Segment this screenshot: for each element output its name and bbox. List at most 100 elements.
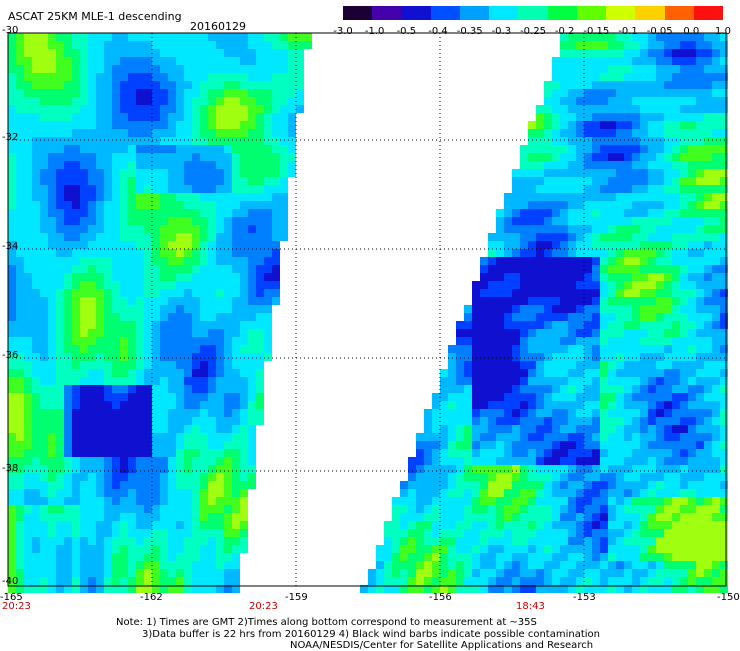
swath-cell xyxy=(720,585,728,593)
swath-cell xyxy=(32,369,40,377)
swath-cell xyxy=(528,233,536,241)
swath-cell xyxy=(616,257,624,265)
swath-cell xyxy=(640,561,648,569)
swath-cell xyxy=(96,561,104,569)
swath-cell xyxy=(544,233,552,241)
swath-cell xyxy=(520,521,528,529)
swath-cell xyxy=(488,529,496,537)
swath-cell xyxy=(664,345,672,353)
swath-cell xyxy=(160,489,168,497)
swath-cell xyxy=(24,561,32,569)
swath-cell xyxy=(64,217,72,225)
swath-cell xyxy=(488,481,496,489)
swath-cell xyxy=(88,337,96,345)
swath-cell xyxy=(608,193,616,201)
swath-cell xyxy=(640,225,648,233)
swath-cell xyxy=(272,33,280,41)
swath-cell xyxy=(232,417,240,425)
swath-cell xyxy=(688,241,696,249)
swath-cell xyxy=(96,521,104,529)
swath-cell xyxy=(656,457,664,465)
swath-cell xyxy=(72,313,80,321)
swath-cell xyxy=(568,273,576,281)
swath-cell xyxy=(80,321,88,329)
swath-cell xyxy=(544,585,552,593)
swath-cell xyxy=(208,369,216,377)
swath-cell xyxy=(584,345,592,353)
swath-cell xyxy=(224,217,232,225)
swath-cell xyxy=(256,209,264,217)
swath-cell xyxy=(632,169,640,177)
swath-cell xyxy=(672,41,680,49)
swath-cell xyxy=(176,569,184,577)
swath-cell xyxy=(688,217,696,225)
swath-cell xyxy=(632,113,640,121)
swath-cell xyxy=(624,305,632,313)
colorbar-tick-label: -0.3 xyxy=(491,26,512,37)
swath-cell xyxy=(136,337,144,345)
swath-cell xyxy=(632,153,640,161)
swath-cell xyxy=(8,369,16,377)
swath-cell xyxy=(240,369,248,377)
swath-cell xyxy=(72,57,80,65)
swath-cell xyxy=(536,177,544,185)
swath-cell xyxy=(528,449,536,457)
swath-cell xyxy=(456,513,464,521)
swath-cell xyxy=(720,265,728,273)
swath-cell xyxy=(720,217,728,225)
swath-cell xyxy=(608,489,616,497)
swath-cell xyxy=(520,281,528,289)
swath-cell xyxy=(440,441,448,449)
swath-cell xyxy=(200,417,208,425)
swath-cell xyxy=(72,257,80,265)
swath-cell xyxy=(632,377,640,385)
colorbar-swatch xyxy=(489,6,519,20)
swath-cell xyxy=(504,497,512,505)
swath-cell xyxy=(152,49,160,57)
swath-cell xyxy=(664,233,672,241)
swath-cell xyxy=(456,585,464,593)
swath-cell xyxy=(472,321,480,329)
swath-cell xyxy=(112,321,120,329)
swath-cell xyxy=(216,497,224,505)
swath-cell xyxy=(520,217,528,225)
swath-cell xyxy=(144,505,152,513)
swath-cell xyxy=(272,57,280,65)
swath-cell xyxy=(472,313,480,321)
swath-cell xyxy=(192,369,200,377)
swath-cell xyxy=(168,241,176,249)
swath-cell xyxy=(104,177,112,185)
swath-cell xyxy=(40,433,48,441)
swath-cell xyxy=(64,361,72,369)
swath-cell xyxy=(176,353,184,361)
swath-cell xyxy=(40,545,48,553)
swath-cell xyxy=(640,209,648,217)
swath-cell xyxy=(472,457,480,465)
swath-cell xyxy=(624,337,632,345)
swath-cell xyxy=(520,561,528,569)
swath-cell xyxy=(64,209,72,217)
swath-cell xyxy=(440,449,448,457)
swath-cell xyxy=(568,121,576,129)
swath-cell xyxy=(544,545,552,553)
swath-cell xyxy=(672,345,680,353)
swath-cell xyxy=(256,169,264,177)
swath-cell xyxy=(560,217,568,225)
swath-cell xyxy=(520,489,528,497)
swath-cell xyxy=(616,193,624,201)
swath-cell xyxy=(192,217,200,225)
swath-cell xyxy=(536,185,544,193)
swath-cell xyxy=(176,257,184,265)
swath-cell xyxy=(704,337,712,345)
swath-cell xyxy=(592,329,600,337)
swath-cell xyxy=(560,433,568,441)
swath-cell xyxy=(24,393,32,401)
swath-cell xyxy=(232,529,240,537)
swath-cell xyxy=(696,201,704,209)
swath-cell xyxy=(568,433,576,441)
swath-cell xyxy=(160,393,168,401)
swath-cell xyxy=(264,97,272,105)
swath-cell xyxy=(208,481,216,489)
swath-cell xyxy=(128,81,136,89)
swath-cell xyxy=(40,465,48,473)
